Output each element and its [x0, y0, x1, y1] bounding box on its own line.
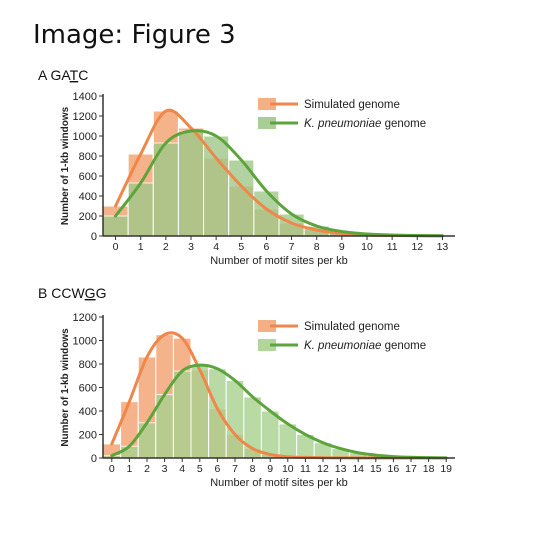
legend-item-simulated: Simulated genome: [258, 98, 400, 111]
y-tick-label: 600: [79, 171, 97, 183]
y-tick-label: 0: [91, 231, 97, 243]
x-tick-label: 8: [314, 241, 320, 253]
x-tick-label: 10: [361, 241, 373, 253]
bars-k-pneumoniae: [102, 130, 456, 237]
y-tick-label: 400: [79, 406, 97, 418]
bar: [190, 364, 210, 459]
legend-item-k-pneumoniae: K. pneumoniae genome: [258, 117, 426, 130]
y-tick-label: 1200: [73, 312, 97, 324]
y-tick-label: 200: [79, 211, 97, 223]
x-tick-label: 12: [411, 241, 423, 253]
x-tick-label: 6: [214, 463, 220, 475]
x-tick-label: 12: [317, 463, 329, 475]
legend-label: Simulated genome: [304, 99, 400, 111]
bar: [137, 422, 157, 459]
x-tick-label: 17: [405, 463, 417, 475]
panel-label: B CCWGG: [38, 285, 106, 301]
motif-underlined: T: [70, 67, 79, 83]
x-tick-label: 1: [138, 241, 144, 253]
bar: [203, 135, 230, 237]
motif-underlined: G: [85, 285, 96, 301]
y-tick-label: 600: [79, 383, 97, 395]
x-tick-label: 9: [339, 241, 345, 253]
y-tick-label: 1400: [73, 91, 97, 103]
x-axis-label: Number of motif sites per kb: [210, 477, 348, 489]
legend-label-suffix: genome: [381, 340, 426, 352]
y-tick-label: 0: [91, 453, 97, 465]
x-tick-label: 1: [126, 463, 132, 475]
y-axis-label: Number of 1-kb windows: [60, 106, 71, 225]
y-tick-label: 1000: [73, 336, 97, 348]
series-line-k-pneumoniae: [114, 129, 444, 238]
figure-heading: Image: Figure 3: [33, 20, 236, 50]
panel-letter: A: [38, 67, 50, 83]
legend-label-suffix: genome: [381, 118, 426, 130]
x-tick-label: 8: [250, 463, 256, 475]
legend-swatch: [258, 320, 276, 332]
y-tick-label: 800: [79, 151, 97, 163]
x-tick-label: 7: [232, 463, 238, 475]
y-tick-label: 400: [79, 191, 97, 203]
legend-item-k-pneumoniae: K. pneumoniae genome: [258, 339, 426, 352]
x-tick-label: 11: [387, 241, 398, 253]
legend-item-simulated: Simulated genome: [258, 320, 400, 333]
motif-suffix: C: [78, 67, 88, 83]
bar: [260, 410, 280, 459]
x-tick-label: 4: [213, 241, 219, 253]
y-tick-label: 800: [79, 359, 97, 371]
x-tick-label: 14: [352, 463, 364, 475]
x-tick-label: 6: [264, 241, 270, 253]
x-tick-label: 16: [388, 463, 400, 475]
bar: [225, 379, 245, 459]
x-tick-label: 3: [188, 241, 194, 253]
x-tick-label: 13: [437, 241, 449, 253]
panel-letter: B: [38, 285, 51, 301]
x-tick-label: 10: [282, 463, 294, 475]
x-tick-label: 0: [109, 463, 115, 475]
legend-swatch: [258, 339, 276, 351]
bar: [172, 370, 192, 459]
x-tick-label: 3: [162, 463, 168, 475]
x-axis-label: Number of motif sites per kb: [210, 255, 348, 267]
bar: [208, 368, 227, 459]
y-axis-label: Number of 1-kb windows: [60, 328, 71, 447]
x-tick-label: 9: [267, 463, 273, 475]
x-tick-label: 15: [370, 463, 382, 475]
x-tick-label: 18: [423, 463, 435, 475]
x-tick-label: 19: [440, 463, 452, 475]
legend-label: K. pneumoniae genome: [304, 340, 426, 352]
bar: [228, 159, 255, 237]
x-tick-label: 2: [163, 241, 169, 253]
panel-label: A GATC: [38, 67, 88, 83]
x-tick-label: 2: [144, 463, 150, 475]
bar: [102, 215, 129, 237]
x-tick-label: 5: [197, 463, 203, 475]
legend-label-species: K. pneumoniae: [304, 340, 381, 352]
y-tick-label: 1200: [73, 111, 97, 123]
legend-swatch: [258, 117, 276, 129]
x-tick-label: 7: [289, 241, 295, 253]
x-tick-label: 5: [238, 241, 244, 253]
bar: [127, 182, 154, 237]
legend-label: K. pneumoniae genome: [304, 118, 426, 130]
x-tick-label: 13: [335, 463, 347, 475]
x-tick-label: 0: [113, 241, 119, 253]
x-tick-label: 4: [179, 463, 185, 475]
y-tick-label: 1000: [73, 131, 97, 143]
y-tick-label: 200: [79, 430, 97, 442]
legend-label-species: K. pneumoniae: [304, 118, 381, 130]
series-line-k-pneumoniae: [110, 363, 448, 460]
legend-swatch: [258, 98, 276, 110]
legend-label: Simulated genome: [304, 321, 400, 333]
motif-suffix: G: [96, 285, 107, 301]
motif-prefix: GA: [50, 67, 71, 83]
bar: [177, 130, 205, 237]
x-tick-label: 11: [300, 463, 311, 475]
motif-prefix: CCW: [51, 285, 85, 301]
